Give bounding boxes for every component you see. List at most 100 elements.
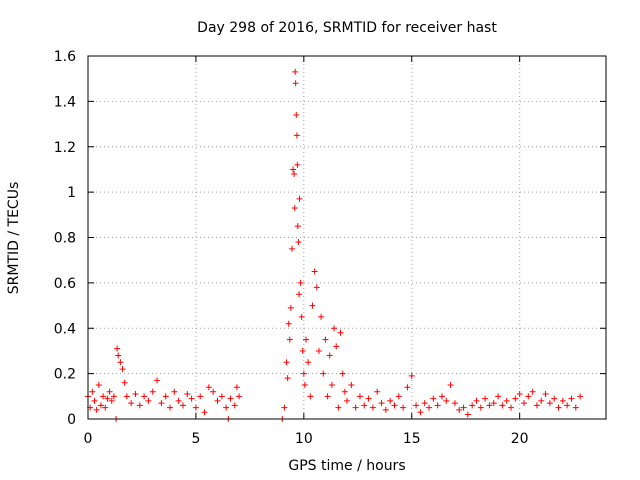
data-point (533, 402, 540, 409)
data-series-srmtid (85, 68, 584, 422)
data-point (568, 395, 575, 402)
data-point (443, 397, 450, 404)
data-point (298, 313, 305, 320)
x-axis-tick-labels: 0 5 10 15 20 (84, 431, 529, 447)
x-tick-label: 5 (191, 431, 200, 447)
data-point (223, 404, 230, 411)
data-point (214, 397, 221, 404)
data-point (117, 359, 124, 366)
data-point (295, 239, 302, 246)
data-point (313, 284, 320, 291)
data-point (391, 402, 398, 409)
data-point (421, 400, 428, 407)
data-point (291, 205, 298, 212)
x-tick-label: 20 (511, 431, 529, 447)
y-tick-label: 1 (67, 185, 76, 201)
data-point (335, 404, 342, 411)
data-point (315, 347, 322, 354)
data-point (294, 223, 301, 230)
data-point (197, 393, 204, 400)
data-point (538, 397, 545, 404)
data-point (123, 393, 130, 400)
data-point (324, 393, 331, 400)
data-point (162, 393, 169, 400)
data-point (97, 402, 104, 409)
data-point (508, 404, 515, 411)
data-point (374, 388, 381, 395)
data-point (293, 111, 300, 118)
data-point (106, 388, 113, 395)
data-point (231, 402, 238, 409)
data-point (400, 404, 407, 411)
data-point (378, 400, 385, 407)
data-point (292, 68, 299, 75)
data-point (577, 393, 584, 400)
data-point (104, 395, 111, 402)
data-point (434, 402, 441, 409)
data-point (464, 411, 471, 418)
data-point (95, 381, 102, 388)
y-tick-label: 1.4 (54, 94, 76, 110)
data-point (525, 393, 532, 400)
y-tick-label: 1.2 (54, 140, 76, 156)
data-point (300, 370, 307, 377)
y-tick-label: 1.6 (54, 49, 76, 65)
x-tick-label: 0 (84, 431, 93, 447)
data-point (395, 393, 402, 400)
data-point (210, 388, 217, 395)
data-point (555, 404, 562, 411)
data-point (136, 402, 143, 409)
y-tick-label: 0.4 (54, 321, 76, 337)
data-point (299, 347, 306, 354)
x-tick-label: 10 (295, 431, 313, 447)
data-point (285, 320, 292, 327)
data-point (301, 381, 308, 388)
data-point (387, 397, 394, 404)
data-point (286, 336, 293, 343)
data-point (296, 195, 303, 202)
data-point (426, 404, 433, 411)
data-point (91, 397, 98, 404)
data-point (307, 393, 314, 400)
data-point (201, 409, 208, 416)
data-point (529, 388, 536, 395)
data-point (293, 132, 300, 139)
data-point (456, 406, 463, 413)
data-point (430, 395, 437, 402)
y-tick-label: 0 (67, 412, 76, 428)
grid-lines (88, 56, 606, 419)
data-point (344, 397, 350, 404)
data-point (102, 404, 109, 411)
data-point (110, 393, 117, 400)
data-point (341, 388, 348, 395)
y-axis-tick-labels: 0 0.2 0.4 0.6 0.8 1 1.2 1.4 1.6 (54, 49, 76, 428)
data-point (89, 388, 96, 395)
data-point (417, 409, 424, 416)
y-axis-label: SRMTID / TECUs (6, 182, 22, 295)
data-point (128, 400, 135, 407)
data-point (227, 395, 234, 402)
data-point (516, 391, 523, 398)
data-point (188, 395, 195, 402)
data-point (281, 404, 288, 411)
data-point (283, 359, 290, 366)
data-point (572, 404, 579, 411)
data-point (292, 80, 299, 87)
data-point (460, 404, 467, 411)
data-point (184, 391, 191, 398)
x-axis-label: GPS time / hours (288, 458, 405, 474)
y-tick-label: 0.6 (54, 276, 76, 292)
data-point (149, 388, 156, 395)
x-tick-label: 15 (403, 431, 421, 447)
data-point (339, 370, 346, 377)
data-point (145, 397, 152, 404)
data-point (233, 384, 240, 391)
data-point (93, 406, 100, 413)
data-point (108, 397, 115, 404)
data-point (322, 336, 329, 343)
chart-title: Day 298 of 2016, SRMTID for receiver has… (197, 20, 497, 36)
data-point (119, 366, 126, 373)
data-point (542, 391, 549, 398)
data-point (218, 393, 225, 400)
